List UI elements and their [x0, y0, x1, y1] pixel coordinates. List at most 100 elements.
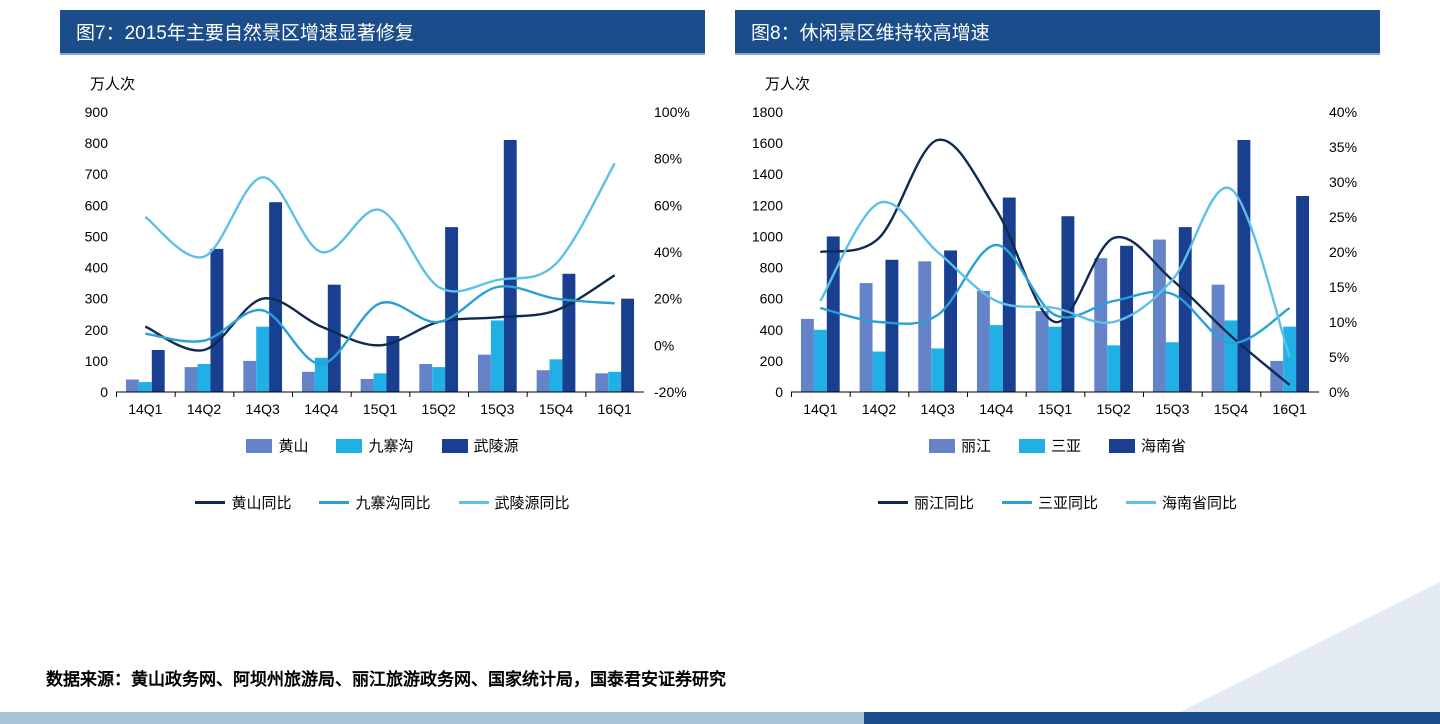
- svg-text:30%: 30%: [1329, 174, 1357, 190]
- svg-text:-20%: -20%: [654, 384, 687, 400]
- chart7-title: 图7：2015年主要自然景区增速显著修复: [60, 10, 705, 55]
- svg-text:700: 700: [85, 166, 109, 182]
- svg-text:1400: 1400: [752, 166, 783, 182]
- svg-text:20%: 20%: [654, 291, 682, 307]
- svg-text:14Q4: 14Q4: [304, 401, 338, 417]
- decorative-triangle: [1180, 582, 1440, 712]
- svg-text:40%: 40%: [654, 244, 682, 260]
- legend-swatch: [246, 439, 272, 453]
- svg-text:400: 400: [85, 260, 109, 276]
- legend-label: 三亚: [1051, 435, 1081, 456]
- chart8-title: 图8：休闲景区维持较高增速: [735, 10, 1380, 55]
- svg-text:15Q3: 15Q3: [480, 401, 514, 417]
- svg-text:25%: 25%: [1329, 209, 1357, 225]
- data-source-text: 数据来源：黄山政务网、阿坝州旅游局、丽江旅游政务网、国家统计局，国泰君安证券研究: [46, 665, 726, 690]
- legend-swatch: [1019, 439, 1045, 453]
- svg-text:800: 800: [760, 260, 784, 276]
- svg-text:35%: 35%: [1329, 139, 1357, 155]
- svg-text:60%: 60%: [654, 197, 682, 213]
- svg-text:14Q4: 14Q4: [979, 401, 1013, 417]
- svg-text:20%: 20%: [1329, 244, 1357, 260]
- legend-label: 海南省同比: [1162, 492, 1237, 513]
- legend-swatch: [336, 439, 362, 453]
- legend-item: 三亚: [1019, 435, 1081, 456]
- bottom-bar: [0, 712, 1440, 724]
- svg-text:0: 0: [100, 384, 108, 400]
- svg-text:15Q3: 15Q3: [1155, 401, 1189, 417]
- chart8-yleft-label: 万人次: [765, 73, 1380, 94]
- svg-text:5%: 5%: [1329, 349, 1349, 365]
- legend-swatch: [929, 439, 955, 453]
- legend-label: 黄山: [278, 435, 308, 456]
- legend-item: 海南省同比: [1126, 492, 1237, 513]
- svg-text:900: 900: [85, 104, 109, 120]
- legend-label: 海南省: [1141, 435, 1186, 456]
- svg-text:800: 800: [85, 135, 109, 151]
- svg-text:1000: 1000: [752, 228, 783, 244]
- legend-item: 九寨沟: [336, 435, 413, 456]
- legend-label: 武陵源: [474, 435, 519, 456]
- legend-label: 黄山同比: [231, 492, 291, 513]
- svg-text:15Q2: 15Q2: [422, 401, 456, 417]
- svg-text:14Q2: 14Q2: [187, 401, 221, 417]
- legend-label: 丽江同比: [914, 492, 974, 513]
- legend-swatch: [442, 439, 468, 453]
- legend-label: 武陵源同比: [495, 492, 570, 513]
- legend-item: 三亚同比: [1002, 492, 1098, 513]
- legend-line-swatch: [1002, 501, 1032, 504]
- chart7-panel: 图7：2015年主要自然景区增速显著修复 万人次 010020030040050…: [60, 10, 705, 513]
- legend-swatch: [1109, 439, 1135, 453]
- legend-line-swatch: [459, 501, 489, 504]
- svg-text:14Q1: 14Q1: [803, 401, 837, 417]
- svg-text:16Q1: 16Q1: [598, 401, 632, 417]
- legend-line-swatch: [195, 501, 225, 504]
- legend-label: 九寨沟: [368, 435, 413, 456]
- svg-text:15Q1: 15Q1: [363, 401, 397, 417]
- svg-text:14Q2: 14Q2: [862, 401, 896, 417]
- svg-text:300: 300: [85, 291, 109, 307]
- svg-text:10%: 10%: [1329, 314, 1357, 330]
- svg-text:600: 600: [760, 291, 784, 307]
- legend-item: 武陵源: [442, 435, 519, 456]
- legend-line-swatch: [319, 501, 349, 504]
- chart8-panel: 图8：休闲景区维持较高增速 万人次 0 200 400 600 800 1000 1200 1…: [735, 10, 1380, 513]
- svg-text:80%: 80%: [654, 151, 682, 167]
- svg-text:0%: 0%: [1329, 384, 1349, 400]
- svg-text:200: 200: [760, 353, 784, 369]
- legend-line-swatch: [1126, 501, 1156, 504]
- legend-label: 三亚同比: [1038, 492, 1098, 513]
- legend-item: 海南省: [1109, 435, 1186, 456]
- svg-text:1600: 1600: [752, 135, 783, 151]
- svg-text:14Q3: 14Q3: [246, 401, 280, 417]
- chart8-canvas: 0 200 400 600 800 1000 1200 1400 1600 1800 0% 5% 10%…: [735, 102, 1375, 422]
- legend-item: 九寨沟同比: [319, 492, 430, 513]
- svg-text:600: 600: [85, 197, 109, 213]
- legend-item: 黄山同比: [195, 492, 291, 513]
- chart7-yleft-label: 万人次: [90, 73, 705, 94]
- svg-text:0: 0: [775, 384, 783, 400]
- svg-text:400: 400: [760, 322, 784, 338]
- svg-text:40%: 40%: [1329, 104, 1357, 120]
- svg-text:200: 200: [85, 322, 109, 338]
- svg-text:1800: 1800: [752, 104, 783, 120]
- legend-label: 九寨沟同比: [355, 492, 430, 513]
- svg-text:14Q1: 14Q1: [128, 401, 162, 417]
- legend-item: 丽江: [929, 435, 991, 456]
- svg-text:15Q2: 15Q2: [1097, 401, 1131, 417]
- svg-text:0%: 0%: [654, 337, 674, 353]
- svg-text:16Q1: 16Q1: [1273, 401, 1307, 417]
- legend-line-swatch: [878, 501, 908, 504]
- legend-item: 丽江同比: [878, 492, 974, 513]
- svg-text:100%: 100%: [654, 104, 690, 120]
- legend-item: 黄山: [246, 435, 308, 456]
- svg-text:15Q4: 15Q4: [1214, 401, 1248, 417]
- svg-text:15Q4: 15Q4: [539, 401, 573, 417]
- legend-item: 武陵源同比: [459, 492, 570, 513]
- chart7-canvas: 0100200300400500600700800900-20%0%20%40%…: [60, 102, 700, 422]
- chart7-legend: 黄山 九寨沟 武陵源黄山同比 九寨沟同比 武陵源同比: [60, 435, 705, 513]
- svg-text:14Q3: 14Q3: [921, 401, 955, 417]
- svg-text:1200: 1200: [752, 197, 783, 213]
- svg-text:500: 500: [85, 228, 109, 244]
- svg-text:15%: 15%: [1329, 279, 1357, 295]
- legend-label: 丽江: [961, 435, 991, 456]
